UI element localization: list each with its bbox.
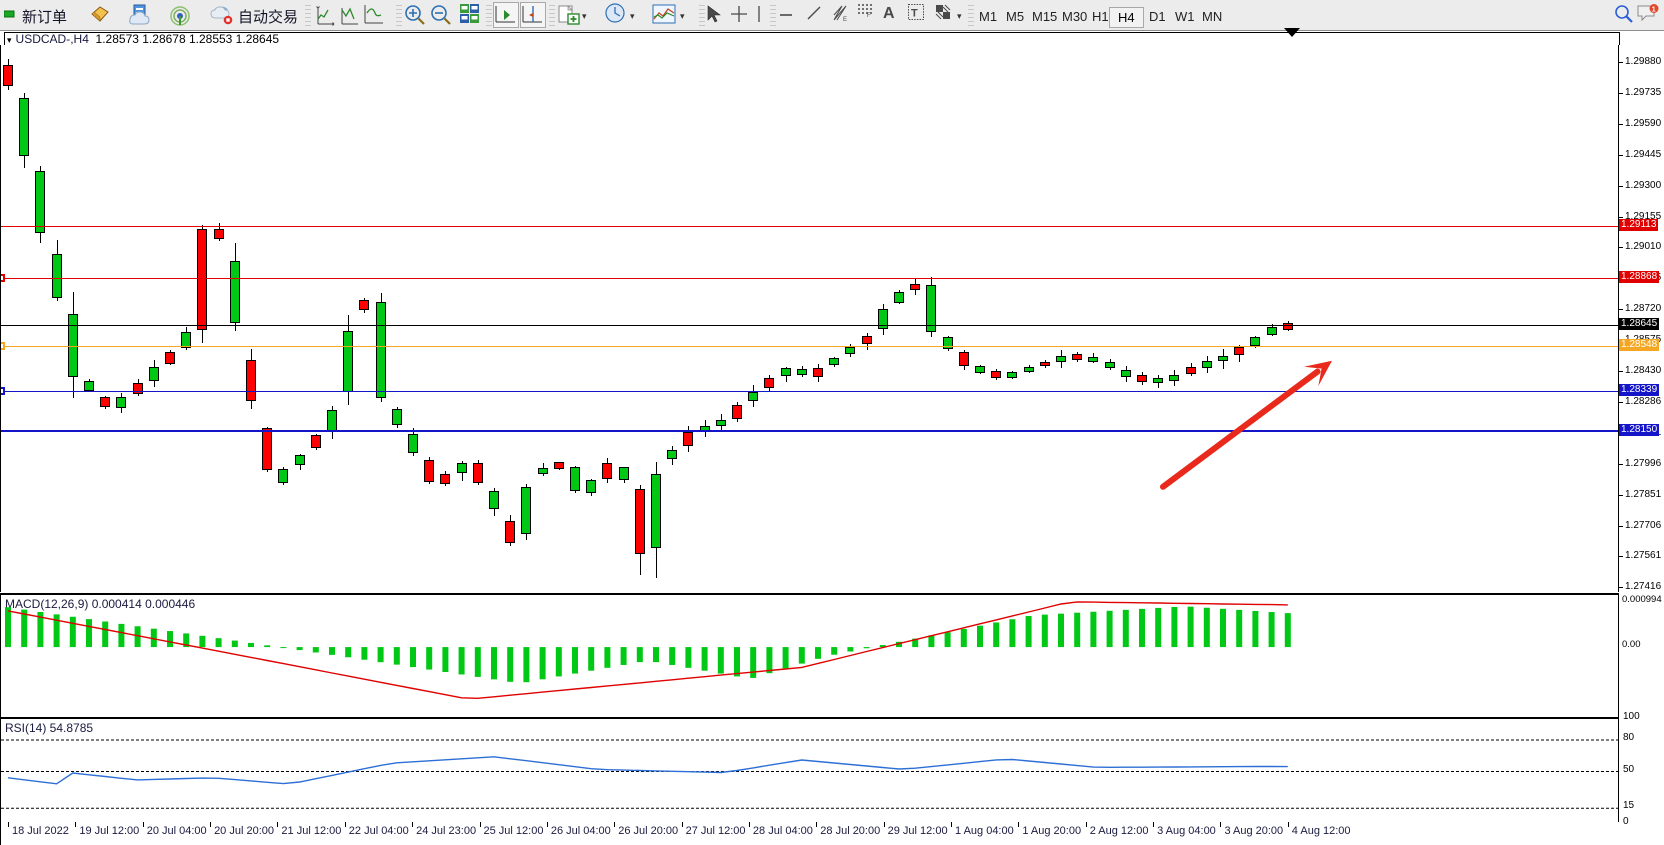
svg-text:T: T [911,8,918,20]
svg-text:E: E [843,17,847,22]
svg-text:F: F [867,13,871,18]
svg-text:1: 1 [1652,7,1656,14]
